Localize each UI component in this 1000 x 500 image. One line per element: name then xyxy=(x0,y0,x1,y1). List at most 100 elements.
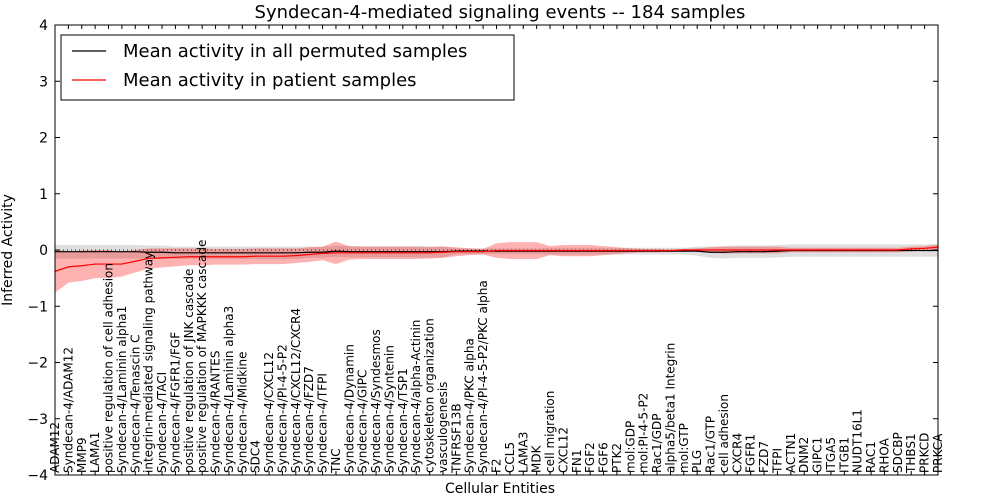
data-point-s1-5 xyxy=(121,263,123,265)
x-tick-label: mol:PI-4-5-P2 xyxy=(637,393,651,473)
data-point-s0-13 xyxy=(228,252,230,254)
data-point-s0-27 xyxy=(415,251,417,253)
data-point-s0-65 xyxy=(924,249,926,252)
data-point-s1-37 xyxy=(549,249,551,252)
data-point-s1-64 xyxy=(910,248,912,250)
x-tick-label: cytoskeleton organization xyxy=(423,318,437,473)
data-point-s1-52 xyxy=(750,249,752,251)
x-tick-label: positive regulation of cell adhesion xyxy=(102,263,116,473)
data-point-s0-47 xyxy=(683,250,685,252)
data-point-s0-26 xyxy=(402,251,404,253)
data-point-s1-40 xyxy=(589,249,591,252)
x-tick-label: MMP9 xyxy=(75,437,89,473)
data-point-s0-8 xyxy=(161,251,163,253)
data-point-s0-19 xyxy=(308,251,310,253)
data-point-s1-18 xyxy=(295,255,297,257)
x-tick-label: Syndecan-4/CXCL12 xyxy=(262,352,276,473)
data-point-s0-9 xyxy=(174,252,177,254)
data-point-s0-10 xyxy=(188,252,190,254)
x-tick-label: CCL5 xyxy=(503,442,517,473)
data-point-s1-39 xyxy=(576,249,578,252)
x-tick-label: mol:GDP xyxy=(623,421,637,473)
data-point-s1-46 xyxy=(669,249,672,252)
plot-area xyxy=(54,241,939,293)
data-point-s1-13 xyxy=(228,256,230,258)
x-axis-label: Cellular Entities xyxy=(445,481,555,497)
data-point-s1-48 xyxy=(696,249,698,251)
x-tick-label: MDK xyxy=(530,444,544,473)
x-tick-label: TNFRSF13B xyxy=(449,403,463,474)
y-axis-label: Inferred Activity xyxy=(0,194,16,306)
x-tick-label: PTK2 xyxy=(610,443,624,473)
y-tick-label: 0 xyxy=(39,243,48,259)
data-point-s0-2 xyxy=(81,251,83,253)
data-point-s1-22 xyxy=(348,252,350,254)
x-tick-label: NUDT16L1 xyxy=(851,409,865,473)
data-point-s1-41 xyxy=(602,249,605,252)
data-point-s1-6 xyxy=(134,260,136,262)
data-point-s0-23 xyxy=(362,251,364,253)
data-point-s1-8 xyxy=(161,257,163,259)
data-point-s1-10 xyxy=(188,256,190,258)
data-point-s1-29 xyxy=(442,251,444,253)
data-point-s0-21 xyxy=(335,250,337,252)
x-tick-label: Syndecan-4/Tenascin C xyxy=(128,334,142,473)
legend-box xyxy=(60,34,515,101)
x-tick-label: Syndecan-4/Syndesmos xyxy=(369,329,383,473)
data-point-s0-54 xyxy=(776,250,779,252)
y-tick-label: −4 xyxy=(27,468,48,484)
data-point-s0-18 xyxy=(295,252,297,254)
x-tick-label: mol:GTP xyxy=(677,423,691,473)
data-point-s1-30 xyxy=(455,251,457,253)
legend-label-permuted: Mean activity in all permuted samples xyxy=(123,41,467,62)
x-tick-label: ITGA5 xyxy=(824,437,838,473)
data-point-s1-45 xyxy=(656,249,658,252)
x-tick-label: LAMA1 xyxy=(88,432,102,473)
data-point-s1-38 xyxy=(562,249,564,252)
data-point-s0-20 xyxy=(321,251,324,253)
x-tick-label: Rac1/GDP xyxy=(650,414,664,473)
x-tick-label: RAC1 xyxy=(864,441,878,473)
series-band-1 xyxy=(55,241,938,293)
data-point-s1-7 xyxy=(148,257,150,260)
data-point-s1-26 xyxy=(402,252,404,254)
data-point-s1-27 xyxy=(415,252,417,254)
data-point-s0-4 xyxy=(107,251,110,253)
y-tick-label: −1 xyxy=(27,299,48,315)
data-point-s1-36 xyxy=(536,249,538,252)
x-tick-label: TNC xyxy=(329,448,343,474)
x-tick-label: Syndecan-4/RANTES xyxy=(209,351,223,473)
data-point-s0-1 xyxy=(67,251,69,253)
data-point-s1-19 xyxy=(308,253,310,256)
data-point-s1-1 xyxy=(67,266,69,268)
data-point-s0-64 xyxy=(910,249,912,252)
x-tick-label: Syndecan-4/TACI xyxy=(155,372,169,473)
data-point-s1-16 xyxy=(268,255,270,257)
x-tick-label: SDC4 xyxy=(249,440,263,473)
x-tick-label: Syndecan-4/PI-4-5-P2/PKC alpha xyxy=(476,280,490,473)
data-point-s0-7 xyxy=(148,251,150,253)
y-tick-label: −2 xyxy=(27,356,48,372)
data-point-s0-50 xyxy=(723,251,725,253)
data-point-s1-4 xyxy=(107,263,110,265)
data-point-s0-3 xyxy=(94,251,96,253)
x-tick-label: Syndecan-4/TFPI xyxy=(316,373,330,473)
x-tick-label: FGFR1 xyxy=(744,434,758,473)
data-point-s1-31 xyxy=(469,251,471,253)
data-point-s1-9 xyxy=(174,256,177,258)
data-point-s1-49 xyxy=(709,249,712,251)
data-point-s1-54 xyxy=(776,249,779,251)
data-point-s0-25 xyxy=(388,251,391,253)
data-point-s0-5 xyxy=(121,251,123,253)
x-tick-label: vasculogenesis xyxy=(436,382,450,473)
x-tick-label: Syndecan-4/GIPC xyxy=(356,370,370,473)
data-point-s1-21 xyxy=(335,252,337,254)
x-tick-label: alpha5/beta1 Integrin xyxy=(663,343,677,473)
x-tick-label: THBS1 xyxy=(904,433,918,474)
x-tick-label: Syndecan-4/PI-4-5-P2 xyxy=(275,344,289,473)
x-tick-label: Syndecan-4/CXCL12/CXCR4 xyxy=(289,308,303,473)
data-point-s1-28 xyxy=(429,252,431,254)
x-tick-label: positive regulation of MAPKKK cascade xyxy=(195,240,209,473)
data-point-s1-14 xyxy=(241,256,243,258)
